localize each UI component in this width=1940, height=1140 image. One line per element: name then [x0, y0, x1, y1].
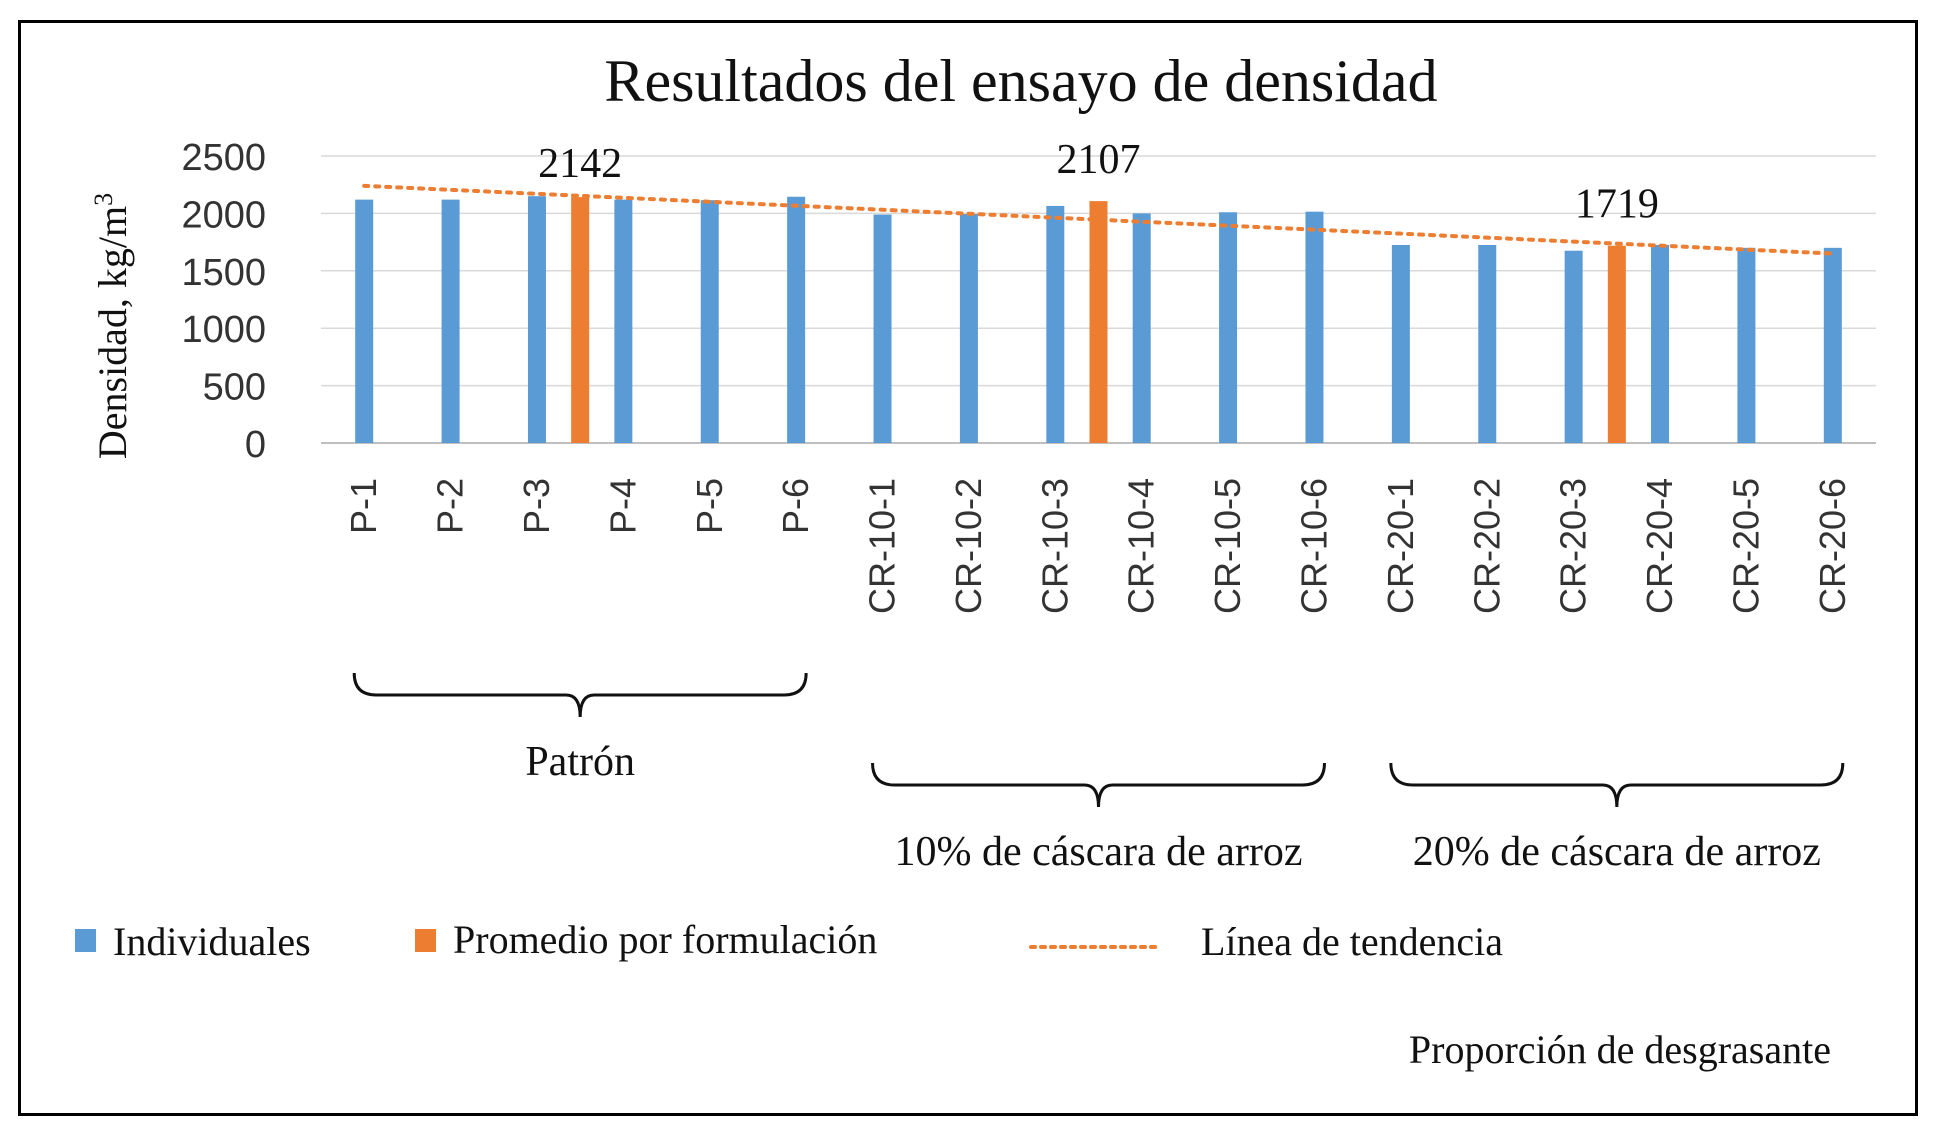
data-label-2107: 2107: [1057, 137, 1141, 183]
chart-title: Resultados del ensayo de densidad: [604, 48, 1437, 114]
bar-CR-20-2: [1478, 244, 1497, 443]
x-tick-CR-10-1: CR-10-1: [862, 478, 903, 614]
bar-CR-20-3: [1564, 250, 1583, 443]
group-braces: Patrón 10% de cáscara de arroz 20% de cásc…: [352, 672, 1845, 875]
x-tick-P-6: P-6: [775, 478, 816, 534]
y-tick-2500: 2500: [181, 137, 266, 179]
bar-P-2: [441, 199, 460, 443]
data-label-2142: 2142: [538, 141, 622, 187]
trend-line: [362, 183, 1835, 256]
x-tick-CR-20-1: CR-20-1: [1380, 478, 1421, 614]
bar-CR-20-4: [1651, 244, 1670, 443]
trend-line-layer: [362, 183, 1835, 256]
data-labels-layer: 2142 2107 1719: [538, 137, 1659, 228]
bar-P-3: [527, 196, 546, 443]
x-tick-labels: P-1 P-2 P-3 P-4 P-5 P-6 CR-10-1 CR-10-2 CR-10-3 C…: [343, 478, 1853, 614]
legend-label-trend: Línea de tendencia: [1201, 919, 1503, 964]
y-tick-labels: 0 500 1000 1500 2000 2500: [181, 137, 266, 466]
y-axis-label-superscript: 3: [89, 193, 118, 206]
y-tick-500: 500: [203, 367, 266, 409]
y-axis-label-text: Densidad, kg/m: [90, 206, 135, 459]
density-chart: Resultados del ensayo de densidad Densid…: [75, 48, 1876, 1072]
x-axis-title: Proporción de desgrasante: [1409, 1027, 1831, 1072]
y-tick-0: 0: [245, 424, 266, 466]
group-label-1: Patrón: [525, 739, 635, 785]
bar-P-5: [700, 200, 719, 443]
bar-CR-10-1: [873, 214, 892, 443]
x-tick-CR-20-4: CR-20-4: [1639, 478, 1680, 614]
y-tick-1500: 1500: [181, 252, 266, 294]
group-label-3: 20% de cáscara de arroz: [1413, 829, 1821, 875]
bar-CR-20-6: [1823, 247, 1842, 443]
bar-CR-20-5: [1737, 247, 1756, 443]
average-bar-2142: [571, 197, 590, 443]
chart-frame: Resultados del ensayo de densidad Densid…: [18, 20, 1918, 1116]
bar-P-1: [355, 199, 374, 443]
legend: Individuales Promedio por formulación Lí…: [75, 917, 1503, 964]
legend-swatch-individuales: [75, 929, 96, 952]
x-tick-CR-10-5: CR-10-5: [1207, 478, 1248, 614]
y-tick-2000: 2000: [181, 194, 266, 236]
x-tick-CR-20-3: CR-20-3: [1553, 478, 1594, 614]
x-tick-P-4: P-4: [602, 478, 643, 534]
legend-label-individuales: Individuales: [113, 919, 311, 964]
brace-group-1: [352, 672, 808, 718]
x-tick-CR-10-3: CR-10-3: [1034, 478, 1075, 614]
data-label-1719: 1719: [1575, 182, 1659, 228]
bars-layer: [355, 196, 1842, 443]
bar-CR-10-2: [959, 213, 978, 443]
bar-CR-20-1: [1391, 244, 1410, 443]
group-label-2: 10% de cáscara de arroz: [894, 829, 1302, 875]
x-tick-CR-10-6: CR-10-6: [1293, 478, 1334, 614]
y-tick-1000: 1000: [181, 309, 266, 351]
x-tick-P-1: P-1: [343, 478, 384, 534]
legend-swatch-promedio: [415, 929, 436, 952]
x-tick-CR-20-2: CR-20-2: [1466, 478, 1507, 614]
x-tick-CR-10-4: CR-10-4: [1121, 478, 1162, 614]
x-tick-P-2: P-2: [430, 478, 471, 534]
x-tick-P-3: P-3: [516, 478, 557, 534]
bar-P-6: [787, 196, 806, 443]
x-tick-CR-20-6: CR-20-6: [1812, 478, 1853, 614]
bar-CR-10-6: [1305, 211, 1324, 443]
x-tick-CR-20-5: CR-20-5: [1725, 478, 1766, 614]
y-axis-label: Densidad, kg/m3: [89, 193, 136, 459]
x-tick-P-5: P-5: [689, 478, 730, 534]
bar-CR-10-5: [1219, 212, 1238, 443]
brace-group-3: [1389, 762, 1845, 808]
bar-CR-10-3: [1046, 205, 1065, 443]
bar-P-4: [614, 199, 633, 443]
x-tick-CR-10-2: CR-10-2: [948, 478, 989, 614]
bar-CR-10-4: [1132, 213, 1151, 443]
average-bar-1719: [1607, 245, 1626, 443]
average-bar-2107: [1089, 201, 1108, 443]
brace-group-2: [871, 762, 1326, 808]
legend-label-promedio: Promedio por formulación: [453, 917, 877, 962]
